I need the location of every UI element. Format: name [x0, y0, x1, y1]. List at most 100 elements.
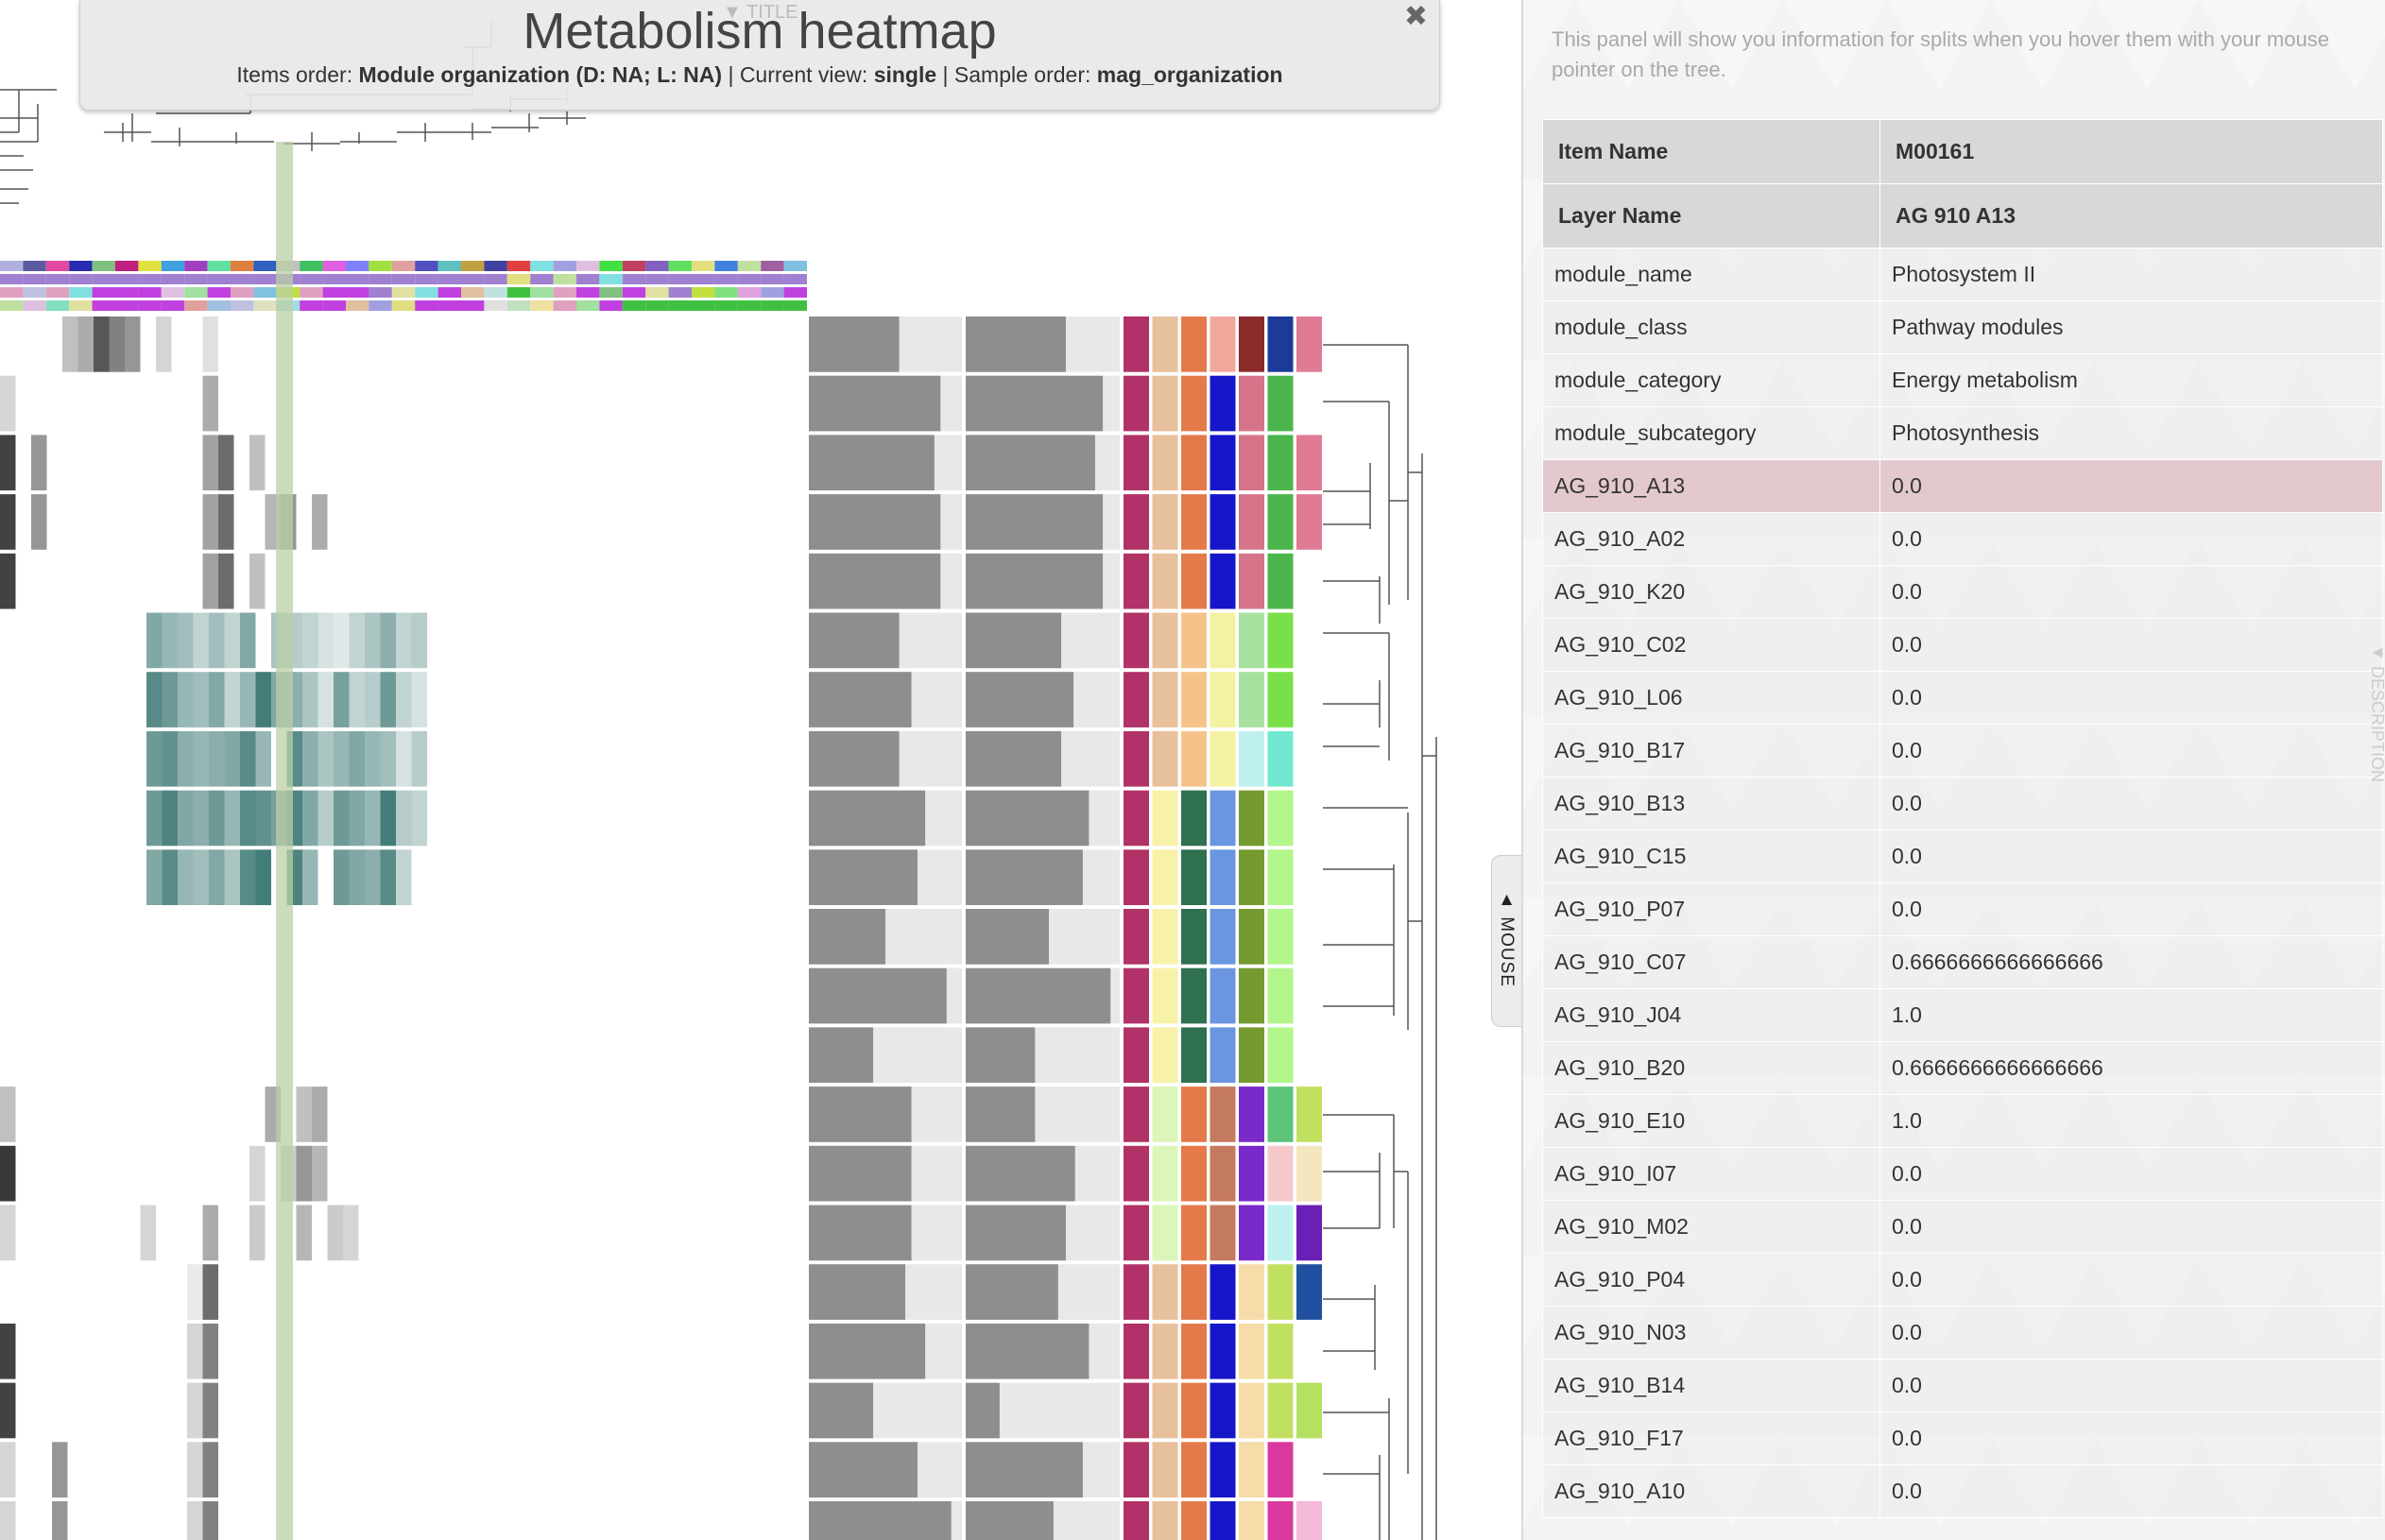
sample-strip-cell: [138, 287, 162, 298]
sample-strip-cell: [69, 261, 93, 271]
color-layer-cell: [1239, 1442, 1264, 1497]
sample-strip-cell: [761, 261, 784, 271]
heatmap-cell: [62, 317, 78, 372]
info-row: AG_910_J04 1.0: [1542, 988, 2383, 1042]
color-layer-cell: [1152, 435, 1178, 491]
info-panel-note: This panel will show you information for…: [1552, 27, 2329, 81]
heatmap-cell: [255, 672, 271, 727]
color-layer-cell: [1181, 790, 1207, 847]
color-layer-cell: [1239, 1323, 1264, 1379]
color-layer-cell: [1210, 1145, 1236, 1202]
heatmap-cell: [296, 1145, 312, 1202]
sample-strip-cell: [369, 300, 392, 311]
heatmap-cell: [178, 790, 194, 847]
sample-strip-cell: [506, 261, 531, 271]
heatmap-cell: [187, 1442, 203, 1497]
sample-strip-cell: [207, 300, 231, 311]
info-row: AG_910_F17 0.0: [1542, 1412, 2383, 1465]
info-row: AG_910_M02 0.0: [1542, 1200, 2383, 1254]
heatmap-cell: [349, 849, 365, 905]
info-value: Energy metabolism: [1879, 353, 2383, 407]
sample-strip-cell: [783, 261, 807, 271]
info-key: AG_910_A10: [1542, 1464, 1880, 1518]
heatmap-cell: [249, 1205, 266, 1261]
sample-strip-cell: [92, 287, 115, 298]
color-layer-cell: [1124, 1323, 1149, 1379]
color-layer-cell: [1239, 967, 1264, 1024]
color-layer-cell: [1124, 553, 1149, 609]
sample-strip-cell: [138, 274, 162, 284]
heatmap-cell: [327, 1205, 343, 1261]
info-row: module_class Pathway modules: [1542, 300, 2383, 354]
color-layer-cell: [1210, 1027, 1236, 1084]
heatmap-cell: [411, 612, 427, 669]
color-layer-cell: [1210, 494, 1236, 550]
title-toggle[interactable]: ▼ TITLE: [723, 2, 798, 23]
sample-strip-cell: [23, 287, 46, 298]
bar-value: [966, 1442, 1083, 1497]
sample-strip-cell: [300, 287, 323, 298]
items-order-label: Items order:: [236, 62, 359, 87]
heatmap-visualization[interactable]: ▼ TITLE Metabolism heatmap Items order: …: [0, 0, 1521, 1540]
heatmap-cell: [178, 849, 194, 905]
heatmap-cell: [317, 672, 334, 727]
info-value: 0.6666666666666666: [1879, 1041, 2383, 1095]
sample-strip-cell: [207, 261, 231, 271]
color-layer-cell: [1267, 1382, 1294, 1439]
mouse-panel-tab[interactable]: ▲ MOUSE: [1491, 855, 1521, 1027]
close-icon[interactable]: ✖: [1403, 1, 1428, 32]
sample-strip-cell: [115, 287, 139, 298]
bar-value: [809, 672, 912, 727]
heatmap-canvas[interactable]: [0, 0, 1521, 1540]
heatmap-cell: [187, 1501, 203, 1540]
heatmap-cell: [302, 612, 318, 669]
sample-strip-cell: [415, 261, 438, 271]
bar-value: [966, 730, 1062, 787]
heatmap-cell: [255, 730, 271, 787]
color-layer-cell: [1296, 612, 1322, 669]
heatmap-cell: [334, 849, 350, 905]
sample-strip-cell: [138, 261, 162, 271]
heatmap-cell: [0, 1382, 16, 1439]
heatmap-cell: [411, 730, 427, 787]
sample-strip-cell: [0, 287, 24, 298]
bar-value: [966, 494, 1104, 550]
heatmap-cell: [162, 849, 178, 905]
color-layer-cell: [1152, 1382, 1178, 1439]
color-layer-cell: [1181, 1501, 1207, 1540]
bar-value: [809, 1264, 906, 1320]
heatmap-cell: [146, 849, 163, 905]
heatmap-cell: [317, 790, 334, 847]
color-layer-cell: [1152, 494, 1178, 550]
bar-value: [809, 1323, 926, 1379]
sample-strip-cell: [599, 274, 623, 284]
bar-value: [966, 1205, 1066, 1261]
color-layer-cell: [1239, 849, 1264, 905]
heatmap-cell: [31, 435, 47, 491]
color-layer-cell: [1124, 435, 1149, 491]
info-key: AG_910_F17: [1542, 1412, 1880, 1465]
info-key: module_class: [1542, 300, 1880, 354]
bar-value: [809, 1145, 912, 1202]
sample-strip-cell: [714, 300, 738, 311]
description-tab[interactable]: ◄ DESCRIPTION: [2368, 642, 2385, 783]
sample-strip-cell: [300, 300, 323, 311]
heatmap-cell: [240, 849, 256, 905]
sample-strip-cell: [184, 300, 208, 311]
info-key: AG_910_P07: [1542, 882, 1880, 936]
sample-strip-cell: [692, 261, 715, 271]
heatmap-cell: [218, 553, 234, 609]
heatmap-cell: [202, 375, 218, 432]
color-layer-cell: [1296, 553, 1322, 609]
info-row: AG_910_B17 0.0: [1542, 724, 2383, 778]
color-layer-cell: [1181, 375, 1207, 432]
sample-strip-cell: [23, 274, 46, 284]
color-layer-cell: [1152, 1205, 1178, 1261]
sample-strip-cell: [161, 300, 185, 311]
heatmap-cell: [302, 849, 318, 905]
info-value: 0.0: [1879, 1147, 2383, 1201]
sample-strip-cell: [0, 300, 24, 311]
color-layer-cell: [1181, 1027, 1207, 1084]
color-layer-cell: [1267, 1501, 1294, 1540]
info-value: 1.0: [1879, 1094, 2383, 1148]
